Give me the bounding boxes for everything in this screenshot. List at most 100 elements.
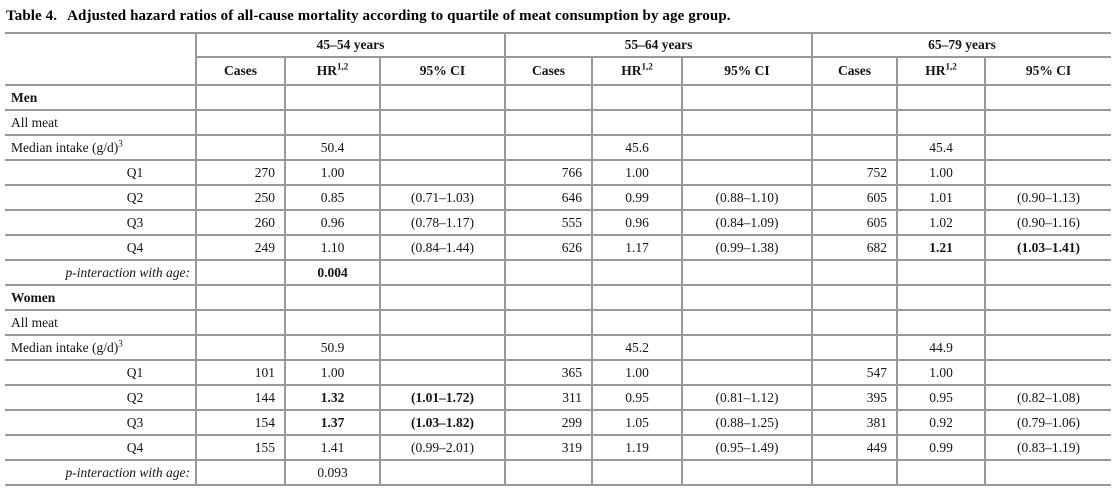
cell-ci <box>983 309 1112 336</box>
cell-cases: 155 <box>195 434 286 461</box>
cell-hr <box>591 284 683 311</box>
cell-ci <box>983 334 1112 361</box>
cell-cases: 365 <box>504 359 593 386</box>
cell-cases: 101 <box>195 359 286 386</box>
cell-cases: 250 <box>195 184 286 211</box>
table-number: Table 4. <box>6 8 58 24</box>
cell-ci <box>681 134 813 161</box>
cell-cases <box>504 109 593 136</box>
cell-cases: 260 <box>195 209 286 236</box>
cell-cases <box>811 134 898 161</box>
cell-ci <box>983 134 1112 161</box>
cell-hr: 1.00 <box>284 359 381 386</box>
table-row: Q3 154 1.37 (1.03–1.82) 299 1.05 (0.88–1.25) 38… <box>5 409 1112 436</box>
cell-ci: (0.78–1.17) <box>379 209 506 236</box>
cell-cases <box>195 109 286 136</box>
cell-cases <box>195 134 286 161</box>
cell-ci <box>983 159 1112 186</box>
cell-ci <box>983 259 1112 286</box>
cell-cases: 395 <box>811 384 898 411</box>
table-caption: Adjusted hazard ratios of all-cause mort… <box>67 8 731 24</box>
cell-ci: (1.03–1.82) <box>379 409 506 436</box>
table-title: Table 4. Adjusted hazard ratios of all-ca… <box>0 0 1117 32</box>
table-row: Q2 250 0.85 (0.71–1.03) 646 0.99 (0.88–1.10) 60… <box>5 184 1112 211</box>
cell-hr: 50.4 <box>284 134 381 161</box>
cell-ci: (0.84–1.44) <box>379 234 506 261</box>
table-row: Q2 144 1.32 (1.01–1.72) 311 0.95 (0.81–1.12) 39… <box>5 384 1112 411</box>
cell-hr: 44.9 <box>896 334 986 361</box>
cell-ci <box>379 334 506 361</box>
cell-ci <box>983 84 1112 111</box>
cell-ci <box>681 309 813 336</box>
hazard-ratios-table: 45–54 years 55–64 years 65–79 years Case… <box>5 32 1112 486</box>
cell-hr: 0.95 <box>591 384 683 411</box>
cell-cases <box>195 334 286 361</box>
sub-header-row: Cases HR1,2 95% CI Cases HR1,2 95% CI Ca… <box>5 56 1112 86</box>
hr-footnote-marker: 1,2 <box>641 61 653 72</box>
cell-hr: 45.6 <box>591 134 683 161</box>
hr-footnote-marker: 1,2 <box>945 61 957 72</box>
row-label: Median intake (g/d)3 <box>5 134 197 161</box>
cell-ci <box>681 159 813 186</box>
cell-ci: (0.95–1.49) <box>681 434 813 461</box>
cell-hr <box>591 84 683 111</box>
row-label: Q4 <box>5 434 197 461</box>
cell-ci: (0.71–1.03) <box>379 184 506 211</box>
cell-cases <box>195 84 286 111</box>
cell-cases: 682 <box>811 234 898 261</box>
cell-ci <box>681 359 813 386</box>
cell-hr: 1.37 <box>284 409 381 436</box>
cell-hr: 1.05 <box>591 409 683 436</box>
cell-ci: (0.90–1.16) <box>983 209 1112 236</box>
cell-hr <box>896 284 986 311</box>
cell-cases: 555 <box>504 209 593 236</box>
row-label: Q1 <box>5 159 197 186</box>
cell-cases: 605 <box>811 209 898 236</box>
row-label: Q2 <box>5 184 197 211</box>
table-header: 45–54 years 55–64 years 65–79 years Case… <box>5 32 1112 86</box>
cell-hr: 0.093 <box>284 459 381 486</box>
cell-hr: 1.00 <box>896 159 986 186</box>
cell-hr <box>284 309 381 336</box>
cell-cases <box>504 259 593 286</box>
cell-cases: 270 <box>195 159 286 186</box>
cell-cases: 547 <box>811 359 898 386</box>
cell-hr: 0.96 <box>591 209 683 236</box>
cell-hr: 1.17 <box>591 234 683 261</box>
cell-ci <box>681 109 813 136</box>
cell-hr <box>896 309 986 336</box>
cell-hr: 1.21 <box>896 234 986 261</box>
age-group-header-row: 45–54 years 55–64 years 65–79 years <box>5 32 1112 86</box>
table-row: Q3 260 0.96 (0.78–1.17) 555 0.96 (0.84–1.09) 60… <box>5 209 1112 236</box>
cell-hr <box>896 84 986 111</box>
cell-hr <box>896 259 986 286</box>
cell-ci <box>681 84 813 111</box>
cell-cases <box>504 309 593 336</box>
cell-hr: 0.99 <box>591 184 683 211</box>
cell-ci: (0.88–1.25) <box>681 409 813 436</box>
cell-hr: 0.99 <box>896 434 986 461</box>
table-row: Women <box>5 284 1112 311</box>
cell-ci <box>379 459 506 486</box>
cell-cases <box>195 309 286 336</box>
table-row: All meat <box>5 309 1112 336</box>
row-label: Q3 <box>5 209 197 236</box>
cell-hr: 1.00 <box>284 159 381 186</box>
cell-cases <box>811 284 898 311</box>
cell-cases <box>811 259 898 286</box>
cell-hr <box>591 259 683 286</box>
cell-hr <box>284 84 381 111</box>
hr-header: HR1,2 <box>284 56 381 86</box>
cell-ci <box>983 359 1112 386</box>
table-body: Men All meat Median intake (g/d)3 50.4 45.6 4… <box>5 84 1112 486</box>
cell-ci <box>681 259 813 286</box>
ci-header: 95% CI <box>681 56 813 86</box>
row-label: All meat <box>5 109 197 136</box>
cell-cases: 154 <box>195 409 286 436</box>
cell-cases: 605 <box>811 184 898 211</box>
cell-ci: (0.79–1.06) <box>983 409 1112 436</box>
cell-cases: 311 <box>504 384 593 411</box>
age-group-45-54: 45–54 years <box>195 32 506 58</box>
label-footnote-marker: 3 <box>118 138 123 148</box>
cell-cases <box>504 334 593 361</box>
